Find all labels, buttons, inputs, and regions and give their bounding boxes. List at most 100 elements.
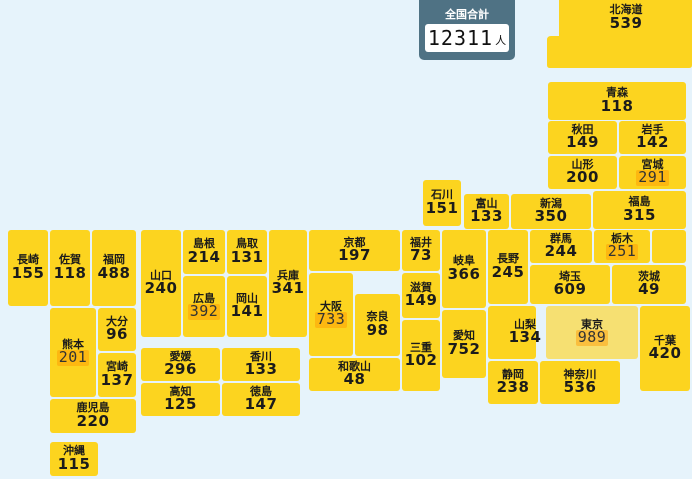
national-total-count: 12311: [427, 26, 494, 50]
pref-aomori[interactable]: 青森 118: [548, 82, 686, 120]
pref-name: 山梨: [514, 317, 536, 331]
pref-mie[interactable]: 三重 102: [402, 320, 440, 391]
pref-count: 102: [404, 351, 438, 370]
pref-name: 群馬: [550, 231, 572, 245]
pref-count: 133: [244, 360, 278, 379]
national-total-label: 全国合計: [445, 8, 489, 21]
pref-wakayama[interactable]: 和歌山 48: [309, 358, 400, 391]
pref-count: 151: [425, 198, 459, 217]
pref-toyama[interactable]: 富山 133: [464, 194, 509, 229]
pref-yamanashi-bg: [488, 306, 536, 359]
pref-count: 48: [343, 370, 366, 389]
pref-name: 秋田: [571, 122, 594, 136]
pref-yamaguchi[interactable]: 山口 240: [141, 230, 181, 337]
pref-miyagi[interactable]: 宮城 291: [619, 156, 686, 189]
pref-gifu[interactable]: 岐阜 366: [442, 230, 486, 308]
pref-name: 神奈川: [563, 367, 597, 381]
pref-name: 高知: [169, 384, 192, 398]
pref-fukushima[interactable]: 福島 315: [593, 191, 686, 229]
pref-akita[interactable]: 秋田 149: [548, 121, 617, 154]
pref-ishikawa[interactable]: 石川 151: [423, 180, 461, 226]
pref-count: 147: [244, 395, 278, 414]
pref-kyoto[interactable]: 京都 197: [309, 230, 400, 271]
pref-count: 366: [447, 264, 481, 283]
pref-tottori[interactable]: 鳥取 131: [227, 230, 267, 274]
pref-count: 539: [609, 13, 643, 32]
pref-count: 118: [53, 263, 87, 282]
pref-count: 350: [534, 207, 568, 226]
pref-niigata[interactable]: 新潟 350: [511, 194, 591, 229]
pref-count: 245: [491, 262, 525, 281]
pref-hyogo[interactable]: 兵庫 341: [269, 230, 307, 337]
pref-chiba[interactable]: 千葉 420: [640, 306, 690, 391]
pref-tokushima[interactable]: 徳島 147: [222, 383, 300, 416]
pref-aichi[interactable]: 愛知 752: [442, 310, 486, 378]
pref-shiga[interactable]: 滋賀 149: [402, 273, 440, 318]
pref-name: 広島: [193, 291, 215, 305]
pref-name: 岡山: [236, 291, 258, 305]
pref-okayama[interactable]: 岡山 141: [227, 276, 267, 337]
pref-nara[interactable]: 奈良 98: [355, 294, 400, 356]
pref-name: 島根: [193, 237, 215, 251]
national-total-box: 12311 人: [425, 24, 509, 52]
pref-saga[interactable]: 佐賀 118: [50, 230, 90, 306]
pref-count: 134: [508, 328, 542, 347]
pref-count: 488: [97, 263, 131, 282]
pref-name: 三重: [410, 340, 432, 354]
pref-count: 251: [605, 242, 639, 261]
pref-kumamoto[interactable]: 熊本 201: [50, 308, 96, 397]
pref-count: 118: [600, 96, 634, 115]
pref-nagano[interactable]: 長野 245: [488, 230, 528, 304]
pref-kagawa[interactable]: 香川 133: [222, 348, 300, 381]
pref-count: 137: [100, 370, 134, 389]
pref-count: 155: [11, 263, 45, 282]
pref-fukui[interactable]: 福井 73: [402, 230, 440, 271]
pref-hiroshima[interactable]: 広島 392: [183, 276, 225, 337]
pref-name: 福島: [628, 195, 651, 209]
pref-tochigi[interactable]: 栃木 251: [594, 230, 650, 263]
pref-hokkaido[interactable]: 北海道 539: [560, 0, 692, 36]
pref-oita[interactable]: 大分 96: [98, 308, 136, 351]
pref-osaka[interactable]: 大阪 733: [309, 273, 353, 356]
pref-name: 青森: [606, 86, 628, 100]
pref-name: 長崎: [17, 253, 39, 267]
pref-shimane[interactable]: 島根 214: [183, 230, 225, 274]
pref-name: 東京: [581, 317, 603, 331]
pref-count: 201: [56, 348, 90, 367]
pref-yamagata[interactable]: 山形 200: [548, 156, 617, 189]
pref-name: 鹿児島: [76, 401, 110, 415]
pref-count: 220: [76, 411, 110, 430]
pref-tokyo[interactable]: 東京 989: [546, 306, 638, 359]
pref-count: 536: [563, 378, 597, 397]
pref-name: 福井: [410, 235, 432, 249]
pref-count: 752: [447, 339, 481, 358]
pref-name: 愛媛: [169, 349, 192, 363]
pref-kagoshima[interactable]: 鹿児島 220: [50, 399, 136, 433]
pref-shizuoka[interactable]: 静岡 238: [488, 361, 538, 404]
pref-count: 141: [230, 302, 264, 321]
pref-count: 115: [57, 454, 91, 473]
pref-count: 200: [566, 168, 599, 187]
pref-count: 96: [106, 325, 128, 344]
pref-name: 愛知: [453, 329, 475, 343]
pref-kanagawa[interactable]: 神奈川 536: [540, 361, 620, 404]
pref-gunma[interactable]: 群馬 244: [530, 230, 592, 263]
pref-kochi[interactable]: 高知 125: [141, 383, 220, 416]
pref-count: 341: [271, 279, 305, 298]
pref-yamanashi[interactable]: 山梨 134: [506, 306, 544, 359]
pref-name: 長野: [497, 252, 519, 266]
pref-fukuoka[interactable]: 福岡 488: [92, 230, 136, 306]
pref-iwate[interactable]: 岩手 142: [619, 121, 686, 154]
pref-ehime[interactable]: 愛媛 296: [141, 348, 220, 381]
pref-count: 125: [164, 395, 197, 414]
pref-name: 徳島: [250, 384, 272, 398]
pref-miyazaki[interactable]: 宮崎 137: [98, 353, 136, 397]
pref-name: 兵庫: [277, 268, 299, 282]
pref-saitama[interactable]: 埼玉 609: [530, 265, 610, 304]
pref-count: 49: [638, 280, 660, 299]
national-total-panel: 全国合計 12311 人: [419, 0, 515, 60]
pref-nagasaki[interactable]: 長崎 155: [8, 230, 48, 306]
pref-count: 149: [566, 133, 599, 152]
pref-ibaraki[interactable]: 茨城 49: [612, 265, 686, 304]
pref-okinawa[interactable]: 沖縄 115: [50, 442, 98, 476]
